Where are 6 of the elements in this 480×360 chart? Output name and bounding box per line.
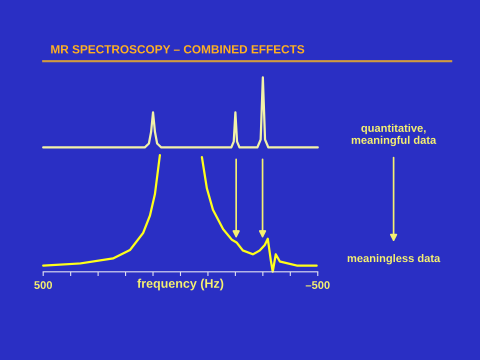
text: quantitative, meaningful data [352,124,436,146]
text: meaningless data [348,254,440,264]
x-tick-label: 500 [34,281,52,289]
x-tick-label: –500 [306,281,330,289]
x-axis-title: frequency (Hz) [137,278,224,290]
chart-title: MR SPECTROSCOPY – COMBINED EFFECTS [51,45,304,54]
